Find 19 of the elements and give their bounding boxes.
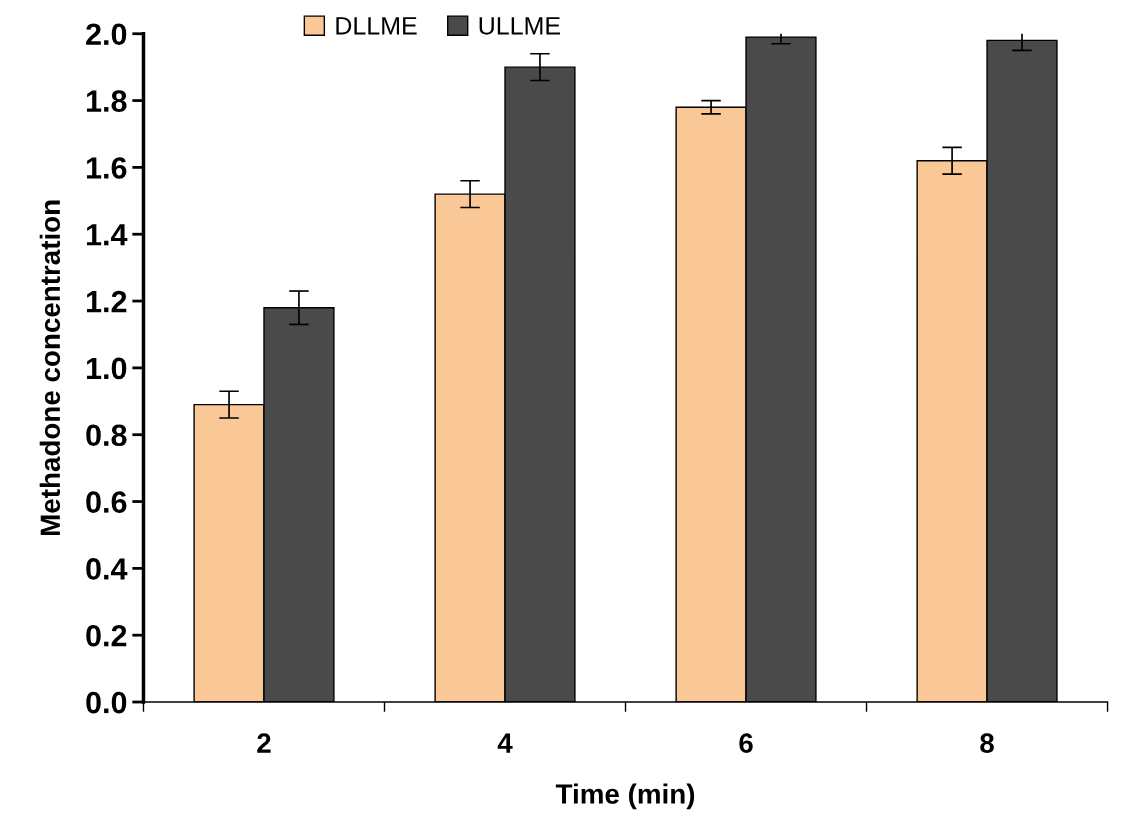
y-tick-label: 1.2 <box>86 290 127 313</box>
y-tick-label: 0.2 <box>86 624 127 647</box>
x-tick-label: 6 <box>739 733 753 753</box>
x-axis-title: Time (min) <box>555 783 695 810</box>
y-tick-label: 1.0 <box>86 357 127 380</box>
y-tick-label: 1.8 <box>86 90 127 112</box>
y-tick-label: 1.4 <box>86 224 128 246</box>
y-tick-label: 2.0 <box>86 23 127 46</box>
x-tick-label: 4 <box>497 733 513 753</box>
y-tick-label: 0.8 <box>86 424 127 447</box>
y-tick-label: 1.6 <box>86 157 127 179</box>
legend-label: DLLME <box>336 17 417 35</box>
y-tick-label: 0.6 <box>86 491 127 513</box>
y-axis-title: Methadone concentration <box>39 200 61 535</box>
x-tick-label: 2 <box>257 733 271 753</box>
x-tick-label: 8 <box>980 733 994 753</box>
y-tick-label: 0.4 <box>86 558 128 580</box>
legend-label: ULLME <box>479 17 560 35</box>
y-tick-label: 0.0 <box>86 691 127 714</box>
